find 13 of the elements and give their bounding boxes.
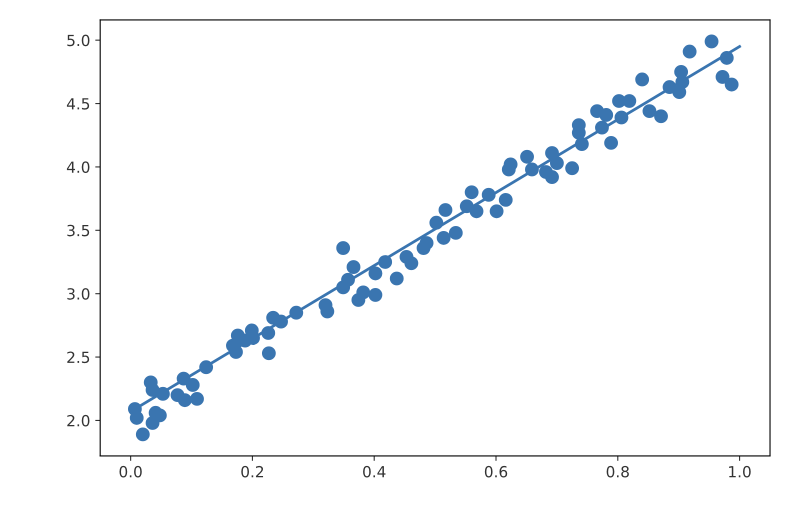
y-tick-label: 3.5 [67, 224, 90, 236]
y-tick-label: 3.0 [67, 288, 90, 300]
y-tick-label: 2.5 [67, 352, 90, 364]
y-tick-label: 4.0 [66, 161, 90, 173]
x-tick-label: 0.2 [241, 466, 264, 478]
x-tick-label: 1.0 [729, 466, 751, 478]
y-tick-label: 5.0 [67, 34, 90, 46]
y-tick-label: 4.5 [66, 98, 90, 110]
x-tick-label: 0.8 [606, 466, 629, 478]
y-tick-label: 2.0 [67, 414, 90, 426]
x-tick-label: 0.4 [363, 466, 386, 478]
x-tick-label: 0.0 [120, 466, 142, 478]
x-tick-label: 0.6 [484, 466, 508, 478]
